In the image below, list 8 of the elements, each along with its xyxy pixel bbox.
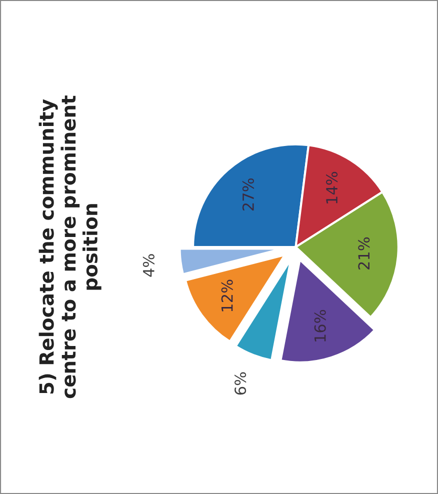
data-label: 16% (314, 310, 326, 342)
data-label: 21% (358, 237, 370, 270)
data-label: 12% (221, 280, 233, 312)
data-label: 4% (142, 254, 154, 277)
data-label: 14% (326, 172, 338, 204)
text: 5) Relocate the community centre to a more prominent position (38, 96, 102, 398)
data-label: 27% (242, 178, 254, 210)
data-label: 6% (234, 372, 246, 395)
